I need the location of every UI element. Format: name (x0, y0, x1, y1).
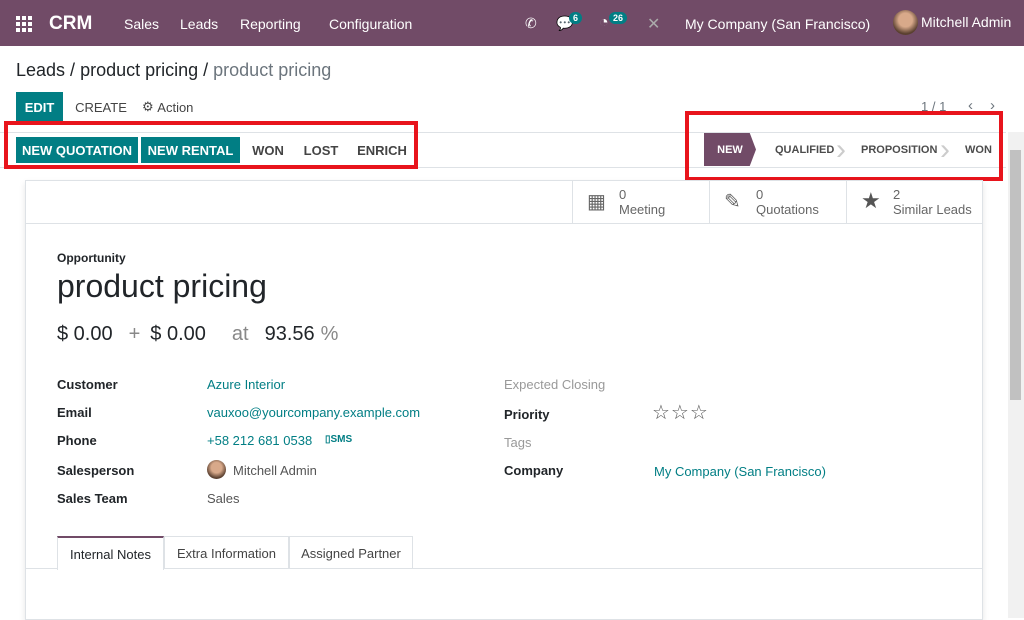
stage-separator: › (836, 132, 846, 166)
lost-button[interactable]: LOST (303, 142, 339, 158)
customer-label: Customer (57, 377, 118, 392)
recurring-revenue[interactable]: $ 0.00 (150, 323, 206, 345)
similar-leads-count: 2 (893, 187, 901, 202)
divider (25, 223, 983, 224)
priority-stars[interactable]: ☆☆☆ (652, 402, 709, 424)
meeting-count: 0 (619, 187, 627, 202)
enrich-button[interactable]: ENRICH (357, 142, 407, 158)
email-label: Email (57, 405, 92, 420)
won-button[interactable]: WON (252, 142, 284, 158)
sales-team-field[interactable]: Sales (207, 491, 240, 506)
status-bar (0, 132, 1006, 168)
calendar-icon: ▦ (587, 191, 606, 213)
edit-icon: ✎ (724, 191, 741, 213)
expected-revenue[interactable]: $ 0.00 (57, 323, 113, 345)
stage-proposition[interactable]: PROPOSITION (861, 143, 938, 156)
similar-leads-button[interactable]: ★ 2 Similar Leads (846, 180, 983, 223)
meeting-button[interactable]: ▦ 0 Meeting (572, 180, 709, 223)
annotation-box-stages (685, 111, 1003, 181)
menu-reporting[interactable]: Reporting (240, 16, 301, 32)
create-button[interactable]: CREATE (75, 99, 127, 115)
phone-label: Phone (57, 433, 97, 448)
salesperson-avatar (207, 460, 226, 479)
quotations-button[interactable]: ✎ 0 Quotations (709, 180, 846, 223)
quotations-label: Quotations (756, 202, 819, 217)
mobile-icon: ▯ (325, 434, 331, 445)
activity-clock-icon[interactable]: ◔ (599, 14, 609, 31)
tab-internal-notes[interactable]: Internal Notes (57, 536, 164, 570)
menu-leads[interactable]: Leads (180, 16, 219, 32)
breadcrumb-current: product pricing (213, 60, 332, 80)
menu-configuration[interactable]: Configuration (329, 16, 413, 32)
similar-leads-label: Similar Leads (893, 202, 972, 217)
stage-separator: › (940, 132, 950, 166)
tags-label: Tags (504, 435, 532, 450)
probability[interactable]: 93.56 (264, 323, 315, 345)
plus-sign: + (128, 323, 141, 345)
stage-won[interactable]: WON (965, 143, 992, 156)
top-navbar: CRM Sales Leads Reporting Configuration … (0, 0, 1024, 46)
quotations-count: 0 (756, 187, 764, 202)
user-avatar[interactable] (893, 10, 918, 35)
messages-badge: 6 (569, 12, 583, 24)
breadcrumb-mid[interactable]: product pricing (80, 60, 199, 80)
percent-sign: % (320, 323, 339, 345)
edit-button[interactable]: EDIT (16, 92, 63, 122)
breadcrumb-leads[interactable]: Leads (16, 60, 66, 80)
pager-prev-icon[interactable]: ‹ (968, 97, 973, 114)
priority-label: Priority (504, 407, 550, 422)
expected-closing-label: Expected Closing (504, 377, 606, 392)
annotation-box-actions (4, 121, 418, 169)
user-menu[interactable]: Mitchell Admin (921, 14, 1012, 30)
star-icon: ★ (861, 188, 881, 213)
tabs-divider (25, 568, 983, 569)
company-field[interactable]: My Company (San Francisco) (654, 464, 826, 479)
action-button[interactable]: ⚙ Action (142, 92, 193, 122)
stage-qualified[interactable]: QUALIFIED (775, 143, 835, 156)
new-quotation-button[interactable]: NEW QUOTATION (16, 137, 138, 163)
email-field[interactable]: vauxoo@yourcompany.example.com (207, 405, 421, 420)
record-title: product pricing (57, 268, 267, 304)
tab-assigned-partner[interactable]: Assigned Partner (289, 536, 413, 569)
tab-extra-information[interactable]: Extra Information (164, 536, 289, 569)
customer-field[interactable]: Azure Interior (207, 377, 286, 392)
pager[interactable]: 1 / 1 (921, 99, 947, 114)
pager-next-icon[interactable]: › (990, 97, 995, 114)
action-label: Action (157, 99, 194, 115)
phone-icon[interactable]: ✆ (525, 15, 537, 31)
app-name[interactable]: CRM (49, 13, 93, 34)
meeting-label: Meeting (619, 202, 666, 217)
stage-new[interactable]: NEW (704, 133, 756, 166)
salesperson-field[interactable]: Mitchell Admin (233, 463, 317, 478)
record-type: Opportunity (57, 251, 126, 265)
at-label: at (231, 323, 249, 345)
sms-label: SMS (330, 434, 353, 445)
activities-badge: 26 (609, 12, 628, 24)
salesperson-label: Salesperson (57, 463, 135, 478)
company-switcher[interactable]: My Company (San Francisco) (685, 16, 871, 32)
apps-menu-icon[interactable] (16, 16, 32, 32)
phone-field[interactable]: +58 212 681 0538 (207, 433, 313, 448)
company-label: Company (504, 463, 564, 478)
sms-button[interactable]: ▯SMS (325, 434, 352, 445)
new-rental-button[interactable]: NEW RENTAL (141, 137, 240, 163)
breadcrumb: Leads / product pricing / product pricin… (16, 60, 332, 80)
menu-sales[interactable]: Sales (124, 16, 160, 32)
gear-icon: ⚙ (142, 99, 158, 114)
tools-icon[interactable]: ✕ (647, 16, 661, 33)
sales-team-label: Sales Team (57, 491, 128, 506)
scrollbar-thumb[interactable] (1010, 150, 1021, 400)
